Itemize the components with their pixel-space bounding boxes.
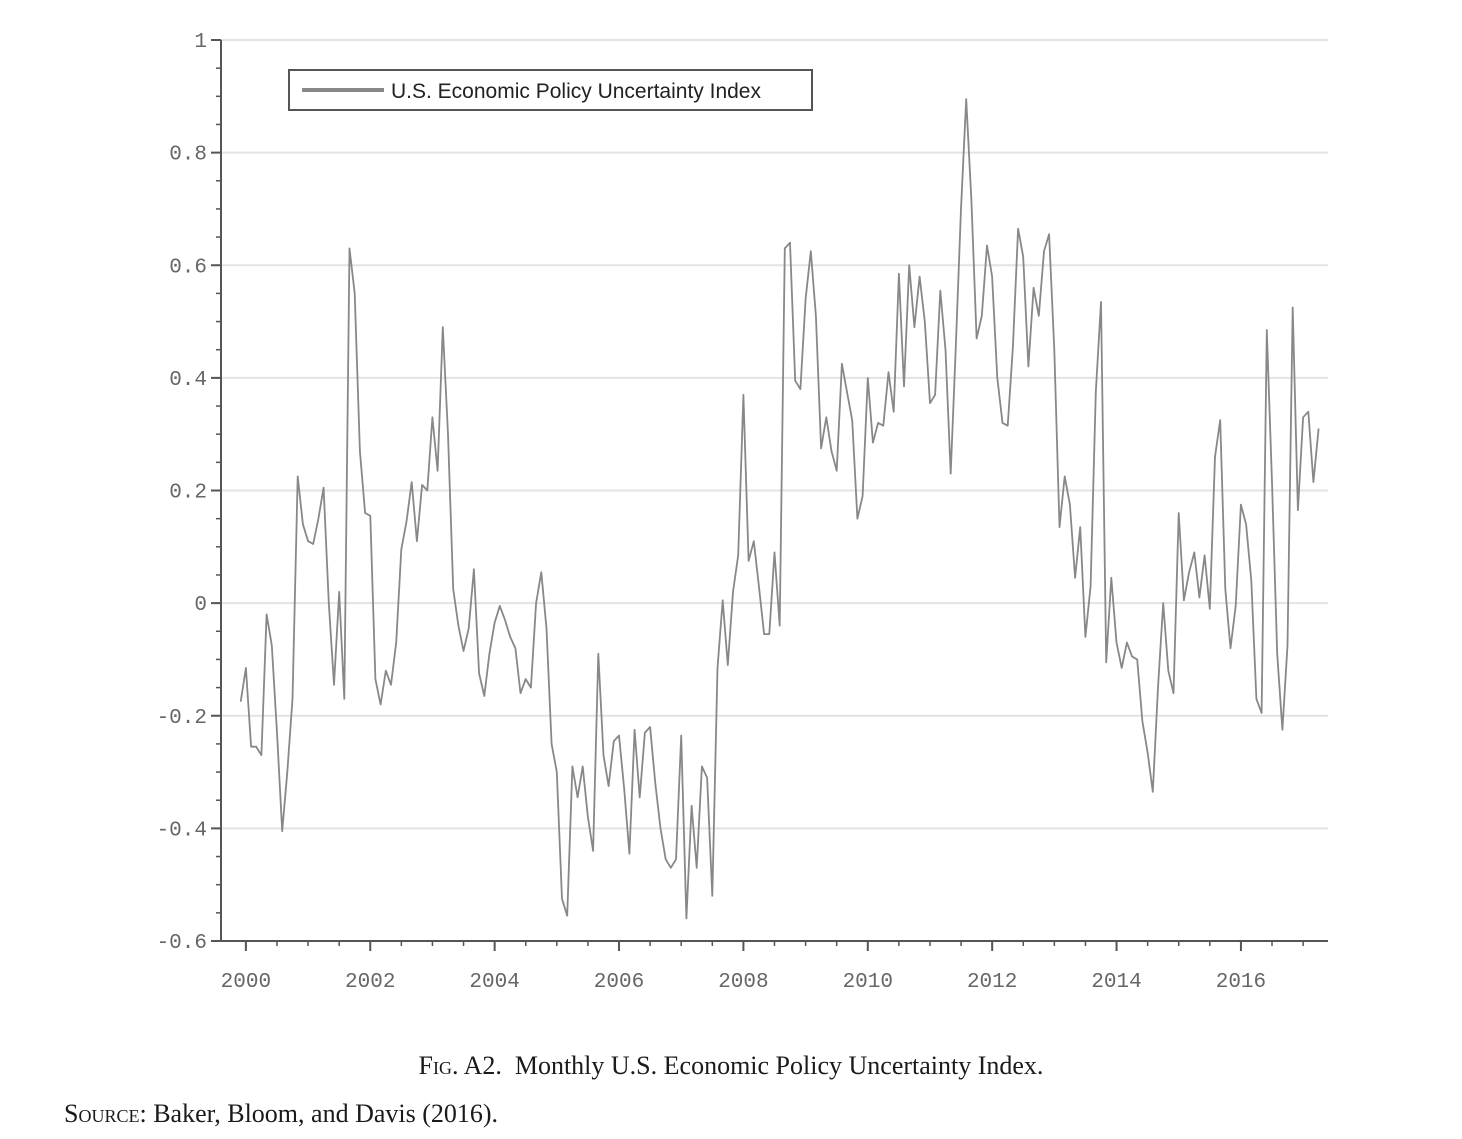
- legend-label: U.S. Economic Policy Uncertainty Index: [391, 80, 761, 103]
- x-tick-label: 2006: [594, 971, 644, 994]
- y-tick-label: -0.4: [157, 819, 207, 842]
- x-tick-label: 2000: [221, 971, 271, 994]
- gridlines: [221, 39, 1328, 830]
- y-tick-label: 0.8: [169, 144, 207, 167]
- series-layer: [239, 98, 1320, 920]
- x-tick-label: 2016: [1216, 971, 1266, 994]
- y-tick-label: 1: [194, 31, 207, 54]
- x-tick-label: 2012: [967, 971, 1017, 994]
- figure-caption-text: Monthly U.S. Economic Policy Uncertainty…: [514, 1051, 1044, 1080]
- y-tick-label: 0.4: [169, 369, 207, 392]
- line-chart: 10.80.60.40.20-0.2-0.4-0.6 2000 2002 2004 2…: [157, 31, 1328, 994]
- x-tick-label: 2010: [843, 971, 893, 994]
- y-axis-ticks: 1 0.8 0.6 0.4 0.2 0 -0.2 -0.4 -0.6: [157, 31, 221, 955]
- y-tick-label: 0: [194, 594, 207, 617]
- legend: U.S. Economic Policy Uncertainty Index: [288, 69, 813, 111]
- y-tick-label: 0.6: [169, 256, 207, 279]
- figure-label: Fig. A2.: [418, 1051, 502, 1080]
- x-tick-label: 2004: [469, 971, 519, 994]
- x-tick-label: 2008: [718, 971, 768, 994]
- x-tick-label: 2014: [1091, 971, 1141, 994]
- source-note: Source: Baker, Bloom, and Davis (2016).: [64, 1099, 498, 1129]
- source-text: Baker, Bloom, and Davis (2016).: [153, 1099, 499, 1128]
- y-tick-label: -0.2: [157, 707, 207, 730]
- figure-caption: Fig. A2. Monthly U.S. Economic Policy Un…: [0, 1051, 1462, 1081]
- x-tick-label: 2002: [345, 971, 395, 994]
- y-tick-label: -0.6: [157, 932, 207, 955]
- y-tick-label: 0.2: [169, 482, 207, 505]
- x-axis-ticks: 2000 2002 2004 2006 2008 2010 2012 2014 2016: [221, 941, 1304, 994]
- source-label: Source:: [64, 1099, 147, 1128]
- series-line: [239, 98, 1320, 920]
